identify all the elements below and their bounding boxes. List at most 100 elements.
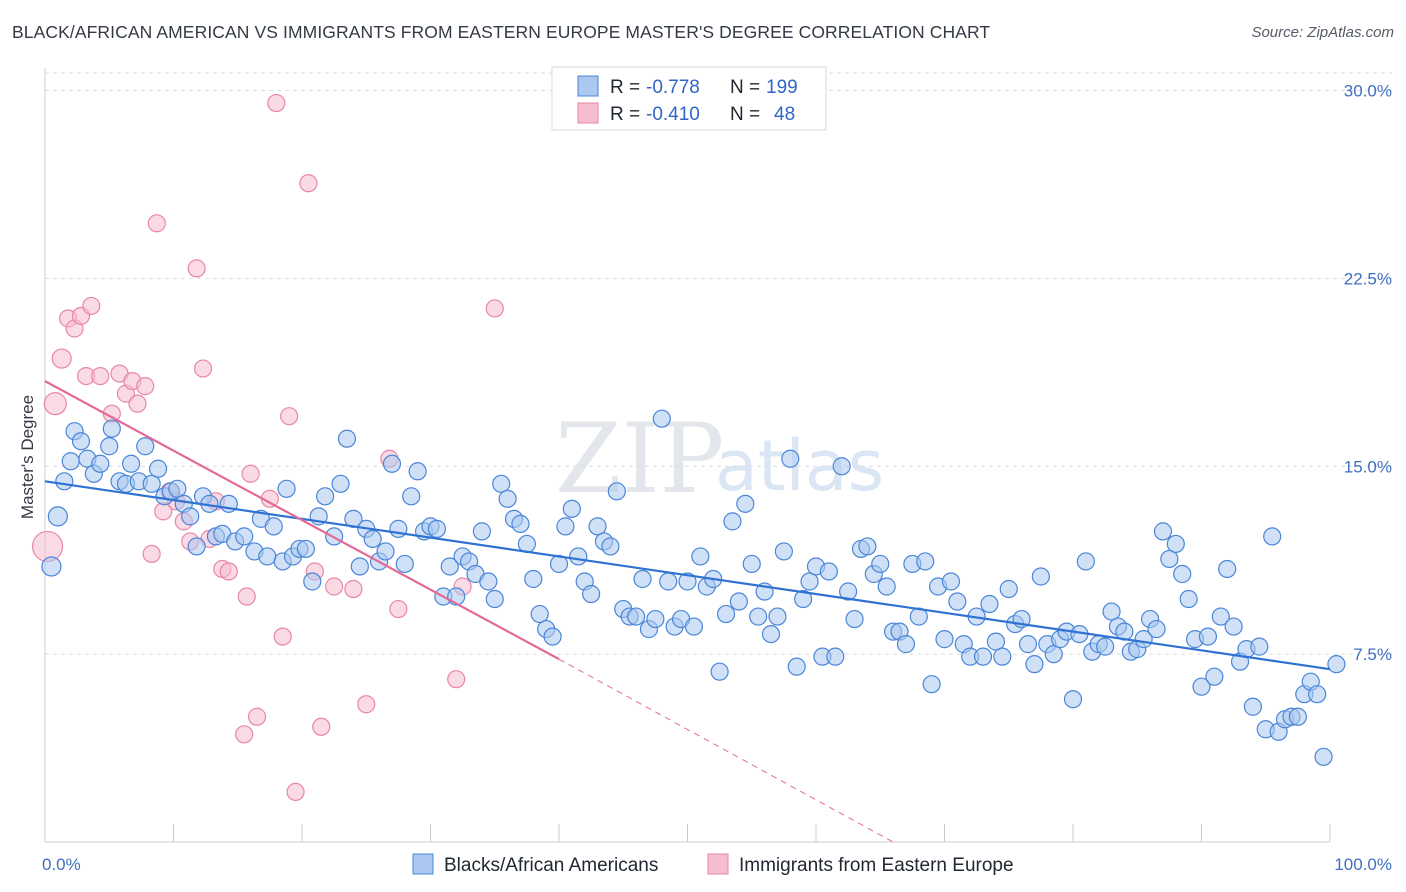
- blue-point-8: [91, 454, 110, 473]
- pink-trend-extension: [558, 658, 894, 843]
- pink-point-13: [128, 394, 147, 413]
- pink-point-41: [344, 579, 363, 599]
- chart-title: BLACK/AFRICAN AMERICAN VS IMMIGRANTS FRO…: [12, 22, 991, 42]
- legend-swatch-pink: [577, 102, 599, 124]
- blue-point-109: [749, 607, 768, 626]
- pink-point-31: [235, 725, 254, 744]
- pink-point-23: [193, 359, 213, 378]
- blue-point-117: [800, 572, 819, 591]
- pink-point-42: [357, 695, 376, 714]
- blue-point-69: [492, 474, 511, 493]
- blue-trend-line: [44, 480, 1331, 671]
- blue-point-23: [187, 537, 206, 556]
- x-tick-label-max: 100.0%: [1334, 855, 1392, 874]
- blue-point-33: [258, 547, 277, 566]
- blue-point-114: [781, 449, 800, 468]
- blue-point-186: [1243, 697, 1263, 716]
- blue-point-111: [761, 624, 781, 644]
- blue-point-113: [774, 542, 793, 561]
- blue-point-135: [916, 552, 935, 571]
- pink-point-37: [299, 174, 318, 193]
- grid: [45, 72, 1392, 655]
- legend-n-label-pink: N =: [730, 104, 760, 125]
- y-tick-label-0: 7.5%: [1353, 645, 1392, 664]
- blue-point-81: [569, 547, 588, 566]
- blue-point-163: [1096, 637, 1115, 656]
- blue-point-129: [877, 577, 896, 596]
- blue-point-45: [337, 429, 357, 448]
- pink-point-44: [389, 599, 408, 619]
- blue-point-193: [1288, 707, 1307, 726]
- pink-point-0: [31, 530, 64, 563]
- blue-point-98: [678, 572, 697, 591]
- legend-r-value-blue: -0.778: [646, 77, 700, 98]
- pink-point-1: [43, 392, 67, 416]
- blue-point-138: [935, 630, 954, 649]
- blue-point-182: [1218, 559, 1237, 579]
- blue-point-104: [716, 604, 736, 624]
- blue-point-151: [1018, 635, 1038, 654]
- blue-point-84: [588, 517, 607, 536]
- blue-point-122: [832, 457, 851, 476]
- blue-point-20: [168, 479, 187, 498]
- blue-point-36: [277, 479, 296, 498]
- blue-point-126: [858, 537, 877, 556]
- blue-point-103: [710, 662, 729, 681]
- blue-point-90: [626, 607, 646, 626]
- blue-point-44: [331, 474, 350, 493]
- pink-point-29: [241, 464, 260, 483]
- blue-point-153: [1031, 567, 1050, 586]
- blue-point-105: [723, 512, 742, 531]
- pink-point-6: [82, 296, 101, 316]
- blue-point-155: [1044, 645, 1063, 664]
- pink-point-47: [485, 299, 504, 318]
- blue-point-66: [472, 522, 491, 541]
- blue-point-15: [136, 437, 155, 456]
- watermark-zip: ZIP: [555, 403, 724, 515]
- blue-point-128: [871, 554, 890, 574]
- blue-point-121: [826, 647, 845, 666]
- y-axis-label: Master's Degree: [18, 395, 37, 519]
- pink-point-40: [325, 577, 344, 596]
- y-tick-label-3: 30.0%: [1344, 82, 1392, 101]
- blue-point-181: [1211, 607, 1230, 626]
- blue-point-198: [1327, 655, 1346, 674]
- blue-point-54: [395, 554, 414, 574]
- legend: R = -0.778 N = 199 R = -0.410 N = 48: [551, 66, 827, 131]
- blue-point-106: [729, 592, 749, 611]
- blue-point-94: [652, 409, 671, 428]
- axes: [44, 68, 1331, 843]
- pink-point-45: [447, 670, 466, 689]
- blue-point-146: [986, 632, 1006, 651]
- blue-point-79: [556, 517, 575, 536]
- blue-point-178: [1192, 677, 1211, 696]
- pink-point-30: [247, 707, 267, 726]
- blue-point-2: [55, 472, 74, 491]
- pink-point-35: [280, 407, 299, 426]
- blue-point-95: [659, 572, 678, 591]
- blue-point-61: [440, 557, 459, 576]
- blue-point-16: [142, 474, 161, 493]
- blue-point-77: [543, 627, 562, 646]
- blue-point-144: [973, 647, 993, 666]
- bottom-legend-swatch-pink: [707, 853, 729, 875]
- blue-point-56: [408, 462, 427, 481]
- blue-point-3: [61, 452, 80, 471]
- pink-point-16: [147, 214, 166, 233]
- blue-point-74: [524, 569, 543, 589]
- legend-n-value-pink: 48: [774, 104, 795, 125]
- pink-point-39: [312, 717, 331, 736]
- x-tick-label-min: 0.0%: [42, 855, 81, 874]
- pink-point-15: [142, 544, 161, 564]
- pink-point-8: [91, 366, 110, 386]
- blue-point-93: [646, 609, 665, 629]
- blue-point-1: [47, 506, 68, 527]
- legend-n-label-blue: N =: [730, 77, 760, 98]
- blue-point-59: [427, 519, 447, 538]
- blue-point-197: [1314, 747, 1333, 766]
- pink-point-27: [219, 562, 238, 581]
- blue-point-160: [1076, 552, 1095, 571]
- blue-point-172: [1153, 522, 1173, 541]
- legend-swatch-blue: [577, 75, 599, 97]
- blue-point-120: [819, 562, 838, 581]
